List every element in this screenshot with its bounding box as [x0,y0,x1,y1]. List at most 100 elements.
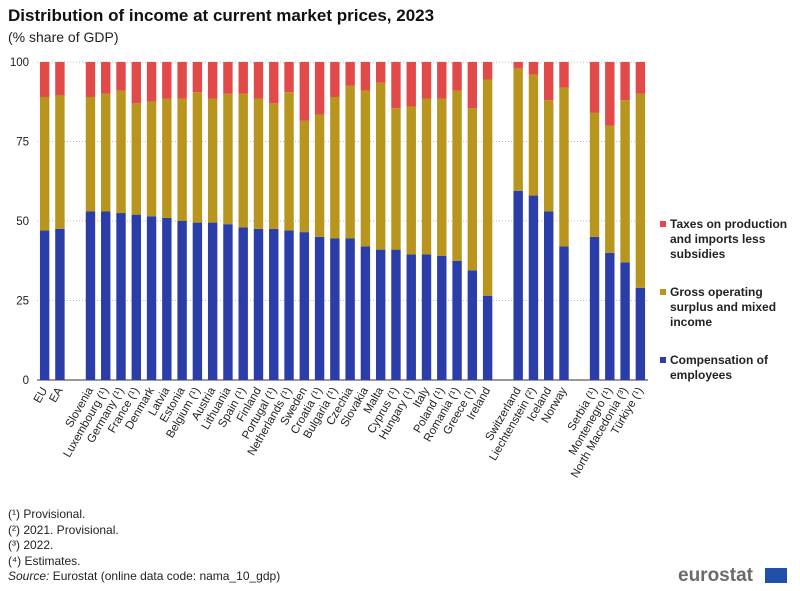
bar-segment [146,216,157,380]
legend: Taxes on production and imports less sub… [660,217,800,421]
bar-segment [467,270,478,380]
chart-subtitle: (% share of GDP) [8,29,119,45]
bar-segment [192,222,203,380]
source-text: Eurostat (online data code: nama_10_gdp) [52,569,281,583]
bar-segment [391,62,401,109]
bar-segment [314,62,325,115]
bar-segment [269,228,279,380]
bar-segment [391,249,401,380]
y-tick-label: 100 [10,57,29,69]
bar-segment [162,62,172,99]
bar-segment [101,93,111,212]
bar-segment [589,62,600,113]
bar-segment [360,62,371,91]
bar-segment [238,93,248,228]
bar-segment [131,214,141,380]
bar-segment [314,114,325,237]
bar-segment [513,190,523,380]
bar-segment [620,262,630,380]
bar-segment [55,62,65,96]
bar-segment [269,103,279,229]
bar-segment [437,255,447,380]
bar-segment [238,227,248,380]
bar-segment [162,217,172,380]
x-tick-label: EA [47,385,65,405]
bar-segment [559,62,569,88]
bar-segment [39,96,50,231]
bar-segment [528,195,539,380]
bar-segment [559,87,569,247]
bar-segment [482,295,493,380]
bar-segment [406,254,416,380]
legend-swatch [660,289,666,295]
bar-segment [238,62,248,94]
bar-segment [513,68,523,191]
bar-segment [101,211,111,380]
bar-segment [146,101,157,217]
bar-segment [192,92,203,223]
bar-segment [620,62,630,101]
bar-segment [207,98,218,223]
bar-segment [452,90,462,261]
x-tick-label: EU [32,386,50,406]
bar-segment [284,92,294,231]
bar-segment [391,108,401,250]
bar-segment [437,98,447,256]
source-label: Source: [8,569,50,583]
legend-label: Compensation of employees [670,353,768,382]
bar-segment [467,108,478,271]
footnote: (²) 2021. Provisional. [8,522,119,537]
bar-segment [116,90,126,214]
bar-segment [482,62,493,80]
bar-segment [437,62,447,99]
bar-segment [528,62,539,75]
y-tick-label: 75 [16,137,29,149]
bar-segment [635,93,646,288]
bar-segment [284,230,294,380]
bar-segment [207,62,218,99]
bar-segment [345,85,355,239]
bar-segment [101,62,111,94]
footnote: (³) 2022. [8,538,54,552]
bar-segment [299,62,310,121]
bar-segment [589,112,600,237]
bar-segment [360,246,371,380]
legend-entry: Taxes on production and imports less sub… [660,217,800,285]
eu-flag [765,568,787,583]
bar-segment [85,62,96,97]
bar-segment [421,98,432,255]
bar-segment [513,62,523,69]
bar-segment [375,82,386,250]
bar-segment [299,120,310,233]
bar-segment [55,228,65,380]
bar-segment [85,211,96,380]
notes: (¹) Provisional. (²) 2021. Provisional. (³… [8,507,280,585]
bar-segment [528,74,539,196]
bar-segment [605,125,615,253]
chart-title: Distribution of income at current market… [8,6,435,25]
logo: eurostat [678,565,753,586]
bar-segment [330,62,340,97]
bar-segment [177,98,187,221]
bar-segment [177,221,187,380]
bar-segment [421,254,432,380]
bar-segment [544,211,554,380]
footnote: (¹) Provisional. [8,507,86,521]
bar-segment [421,62,432,99]
bar-segment [162,98,172,218]
bar-segment [375,249,386,380]
bar-segment [253,98,264,229]
bar-segment [55,95,65,229]
bar-segment [116,62,126,91]
bar-segment [375,62,386,83]
bar-segment [345,62,355,86]
footnote: (⁴) Estimates. [8,553,81,568]
bar-segment [589,236,600,380]
bar-segment [131,103,141,215]
bar-segment [299,232,310,380]
bar-segment [345,238,355,380]
bar-segment [482,79,493,296]
bar-segment [330,238,340,380]
bar-segment [116,213,126,380]
